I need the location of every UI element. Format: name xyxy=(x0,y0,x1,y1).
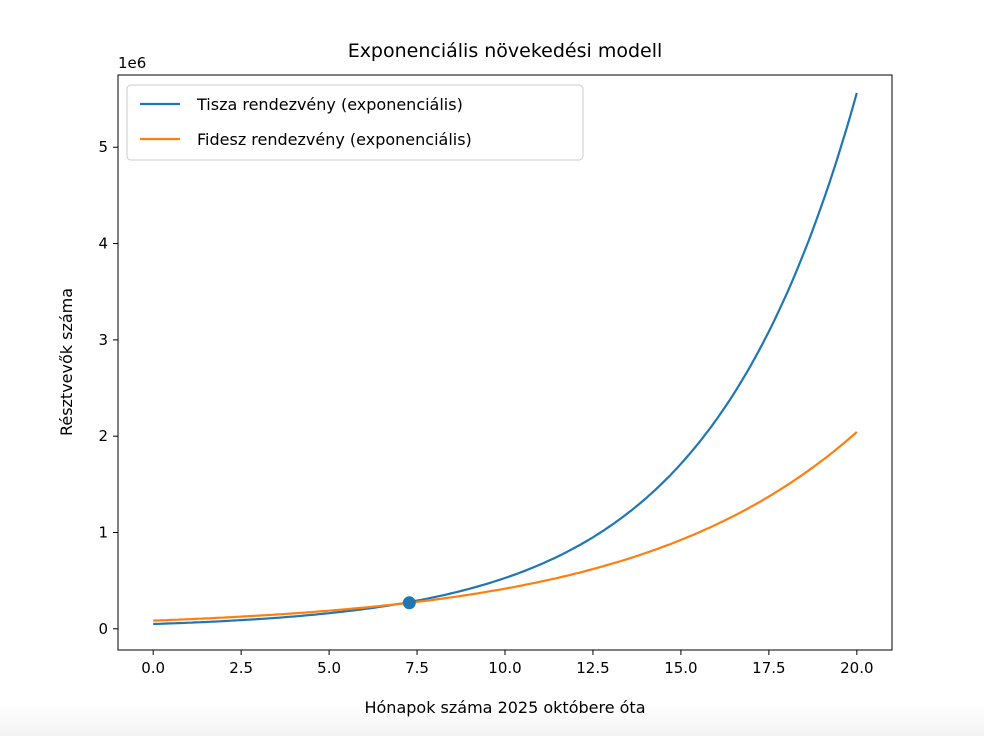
x-tick-label: 5.0 xyxy=(317,659,341,677)
y-tick-label: 0 xyxy=(98,620,108,638)
x-tick-label: 15.0 xyxy=(664,659,697,677)
x-tick-label: 12.5 xyxy=(576,659,609,677)
series-line-1 xyxy=(153,431,858,622)
x-tick-label: 10.0 xyxy=(488,659,521,677)
y-tick-label: 1 xyxy=(98,523,108,541)
legend-frame xyxy=(126,84,584,161)
y-tick-label: 5 xyxy=(98,138,108,156)
x-tick-label: 0.0 xyxy=(141,659,165,677)
x-axis-label: Hónapok száma 2025 októbere óta xyxy=(364,698,645,717)
y-axis-label: Résztvevők száma xyxy=(57,288,76,436)
legend-label-fidesz: Fidesz rendezvény (exponenciális) xyxy=(197,130,472,149)
legend-label-tisza: Tisza rendezvény (exponenciális) xyxy=(196,95,463,114)
x-tick-label: 2.5 xyxy=(229,659,253,677)
y-offset-label: 1e6 xyxy=(118,54,146,72)
x-tick-label: 20.0 xyxy=(840,659,873,677)
legend: Tisza rendezvény (exponenciális) Fidesz … xyxy=(126,84,584,161)
intersection-point xyxy=(402,596,416,610)
y-tick-label: 2 xyxy=(98,427,108,445)
x-tick-label: 7.5 xyxy=(405,659,429,677)
y-tick-label: 3 xyxy=(98,331,108,349)
chart-title: Exponenciális növekedési modell xyxy=(348,40,663,62)
bottom-fade xyxy=(0,705,984,736)
series-line-0 xyxy=(153,92,858,626)
axes-frame xyxy=(117,74,893,651)
y-tick-label: 4 xyxy=(98,235,108,253)
x-tick-label: 17.5 xyxy=(752,659,785,677)
